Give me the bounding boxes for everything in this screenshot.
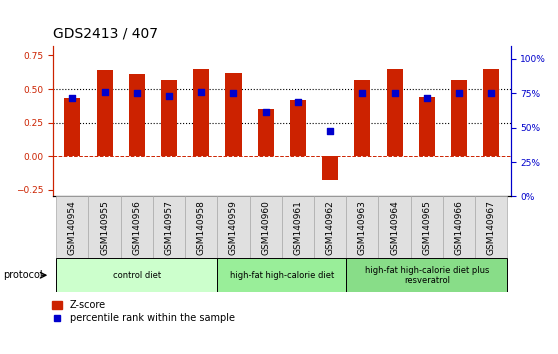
FancyBboxPatch shape bbox=[121, 196, 153, 258]
FancyBboxPatch shape bbox=[314, 196, 346, 258]
FancyBboxPatch shape bbox=[411, 196, 443, 258]
FancyBboxPatch shape bbox=[218, 258, 346, 292]
FancyBboxPatch shape bbox=[56, 196, 89, 258]
Bar bbox=[64, 98, 80, 156]
Text: control diet: control diet bbox=[113, 271, 161, 280]
Text: GSM140959: GSM140959 bbox=[229, 200, 238, 255]
Text: GSM140962: GSM140962 bbox=[326, 200, 335, 255]
FancyBboxPatch shape bbox=[346, 258, 507, 292]
Point bbox=[197, 89, 206, 95]
Bar bbox=[97, 70, 113, 156]
Point bbox=[132, 90, 141, 96]
Point bbox=[422, 96, 431, 101]
Text: protocol: protocol bbox=[3, 270, 42, 280]
Text: GSM140964: GSM140964 bbox=[390, 200, 399, 255]
FancyBboxPatch shape bbox=[282, 196, 314, 258]
FancyBboxPatch shape bbox=[89, 196, 121, 258]
Bar bbox=[322, 156, 338, 180]
FancyBboxPatch shape bbox=[56, 258, 218, 292]
Text: GSM140960: GSM140960 bbox=[261, 200, 270, 255]
Point bbox=[294, 99, 302, 105]
Text: GSM140954: GSM140954 bbox=[68, 200, 77, 255]
FancyBboxPatch shape bbox=[249, 196, 282, 258]
Bar bbox=[418, 97, 435, 156]
Text: GSM140956: GSM140956 bbox=[132, 200, 141, 255]
Text: GSM140957: GSM140957 bbox=[165, 200, 174, 255]
Point bbox=[390, 90, 399, 96]
FancyBboxPatch shape bbox=[378, 196, 411, 258]
Bar bbox=[161, 80, 177, 156]
FancyBboxPatch shape bbox=[346, 196, 378, 258]
FancyBboxPatch shape bbox=[443, 196, 475, 258]
FancyBboxPatch shape bbox=[218, 196, 249, 258]
Bar bbox=[225, 73, 242, 156]
Bar bbox=[483, 69, 499, 156]
Point bbox=[229, 90, 238, 96]
Text: high-fat high-calorie diet: high-fat high-calorie diet bbox=[230, 271, 334, 280]
FancyBboxPatch shape bbox=[185, 196, 218, 258]
Bar bbox=[290, 100, 306, 156]
Point bbox=[358, 90, 367, 96]
Text: GSM140966: GSM140966 bbox=[455, 200, 464, 255]
FancyBboxPatch shape bbox=[475, 196, 507, 258]
Text: GSM140958: GSM140958 bbox=[197, 200, 206, 255]
Text: GSM140963: GSM140963 bbox=[358, 200, 367, 255]
Text: GSM140967: GSM140967 bbox=[487, 200, 496, 255]
Point bbox=[487, 90, 496, 96]
Legend: Z-score, percentile rank within the sample: Z-score, percentile rank within the samp… bbox=[52, 301, 235, 323]
Point bbox=[326, 128, 335, 133]
Point bbox=[165, 93, 174, 98]
Bar bbox=[451, 80, 467, 156]
Point bbox=[68, 96, 77, 101]
FancyBboxPatch shape bbox=[153, 196, 185, 258]
Bar bbox=[129, 74, 145, 156]
Bar bbox=[193, 69, 209, 156]
Point bbox=[261, 109, 270, 115]
Text: high-fat high-calorie diet plus
resveratrol: high-fat high-calorie diet plus resverat… bbox=[364, 266, 489, 285]
Point bbox=[100, 89, 109, 95]
Text: GSM140965: GSM140965 bbox=[422, 200, 431, 255]
Text: GSM140961: GSM140961 bbox=[294, 200, 302, 255]
Text: GSM140955: GSM140955 bbox=[100, 200, 109, 255]
Bar bbox=[387, 69, 403, 156]
Text: GDS2413 / 407: GDS2413 / 407 bbox=[53, 27, 158, 41]
Bar bbox=[354, 80, 371, 156]
Point bbox=[455, 90, 464, 96]
Bar bbox=[258, 109, 274, 156]
